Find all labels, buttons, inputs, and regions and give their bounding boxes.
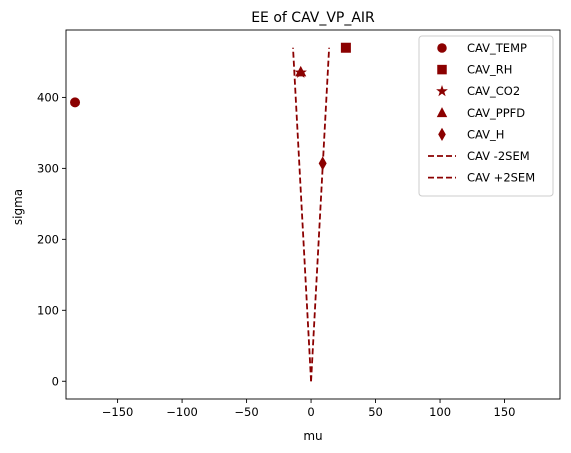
- series-line-1: [311, 48, 329, 382]
- x-tick-label: 0: [307, 405, 314, 419]
- x-tick-label: −50: [234, 405, 258, 419]
- chart-title: EE of CAV_VP_AIR: [251, 10, 375, 26]
- legend-label: CAV -2SEM: [467, 149, 530, 163]
- legend-label: CAV_CO2: [467, 84, 520, 98]
- plot-area: [70, 43, 351, 382]
- y-tick-label: 0: [52, 374, 59, 388]
- data-point-cav-rh: [341, 43, 351, 53]
- x-tick-label: −100: [166, 405, 198, 419]
- y-tick-label: 200: [37, 232, 59, 246]
- legend-label: CAV +2SEM: [467, 171, 535, 185]
- legend-label: CAV_TEMP: [467, 41, 527, 55]
- legend: CAV_TEMP CAV_RH CAV_CO2 CAV_PPFD CAV_H CAV -2…: [419, 36, 553, 196]
- data-point-cav-h: [319, 156, 327, 170]
- x-tick-label: 100: [429, 405, 451, 419]
- y-tick-label: 100: [37, 303, 59, 317]
- legend-swatch: [437, 65, 447, 75]
- data-point-cav-temp: [70, 97, 80, 107]
- legend-label: CAV_PPFD: [467, 106, 525, 120]
- x-axis-label: mu: [303, 429, 322, 443]
- y-tick-label: 300: [37, 161, 59, 175]
- legend-swatch: [437, 43, 447, 53]
- series-line-0: [293, 48, 311, 382]
- y-tick-label: 400: [37, 90, 59, 104]
- x-tick-label: 50: [368, 405, 383, 419]
- y-axis-label: sigma: [11, 189, 25, 225]
- legend-label: CAV_RH: [467, 63, 512, 77]
- x-tick-label: 150: [494, 405, 516, 419]
- x-tick-label: −150: [102, 405, 134, 419]
- legend-label: CAV_H: [467, 127, 504, 141]
